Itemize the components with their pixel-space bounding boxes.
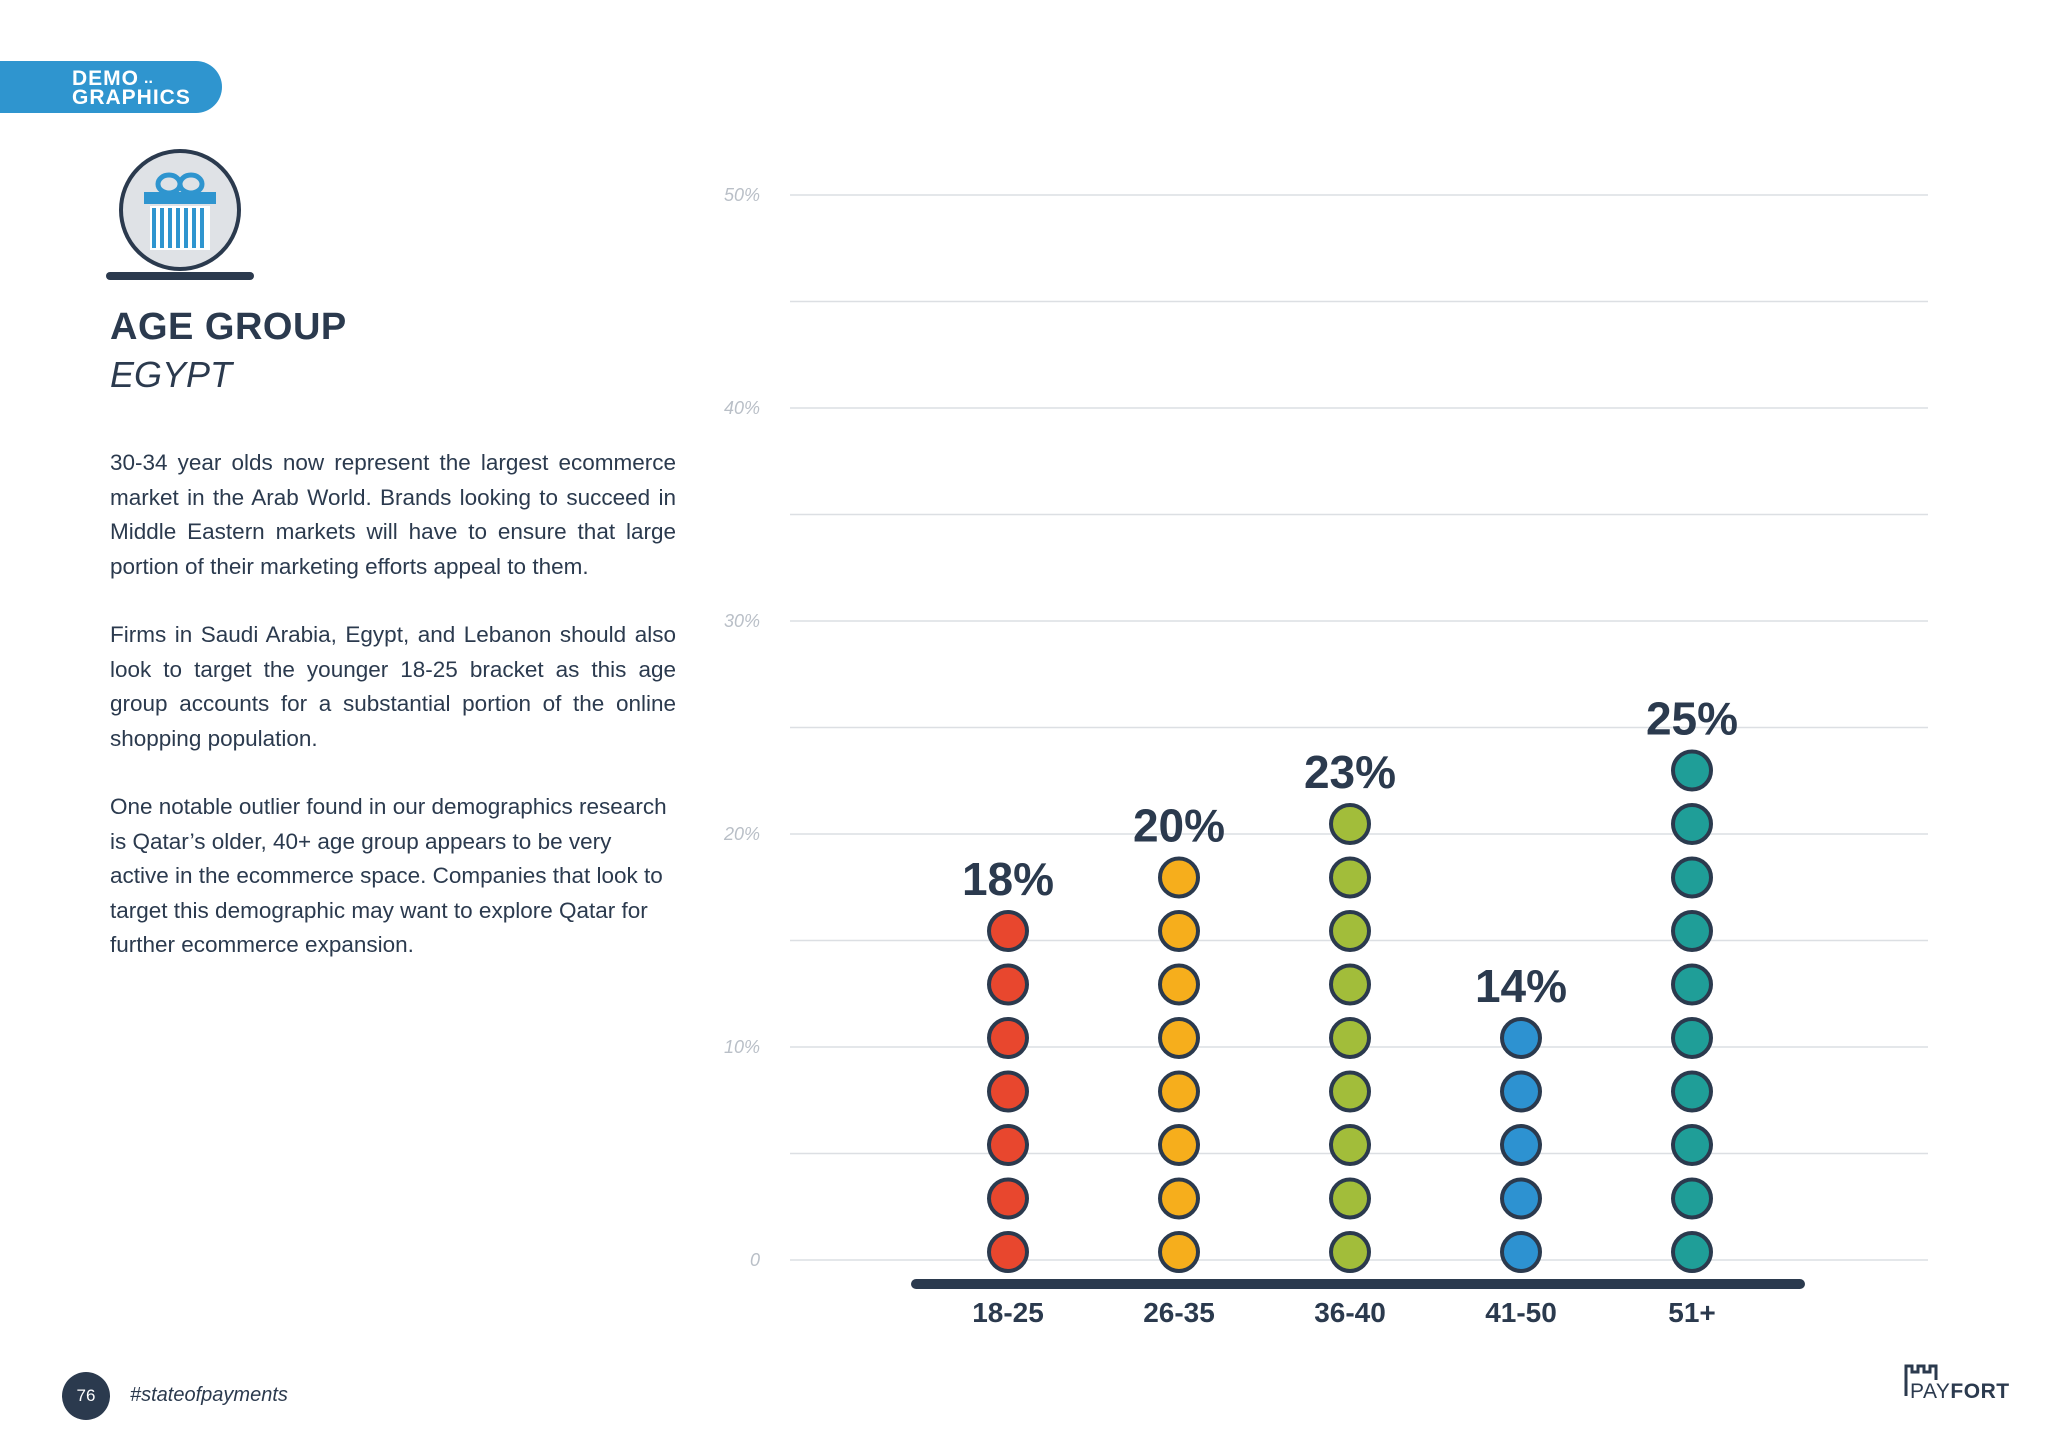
bar-dot: [987, 1070, 1029, 1113]
section-tab: DEMO GRAPHICS ..: [0, 61, 222, 113]
bar-dot: [1671, 963, 1713, 1006]
bar-dot: [1158, 1177, 1200, 1220]
bar-dot: [1671, 1231, 1713, 1273]
page-subtitle: EGYPT: [110, 354, 233, 395]
y-tick-label: 10%: [724, 1037, 760, 1057]
section-tab-line1: DEMO: [72, 67, 139, 90]
logo-text-light: PAY: [1910, 1380, 1951, 1403]
bar-dot: [1671, 1070, 1713, 1113]
x-tick-label: 51+: [1668, 1297, 1716, 1328]
bar-dot: [987, 1124, 1029, 1166]
data-label: 25%: [1646, 693, 1738, 745]
bar-dot: [1158, 963, 1200, 1006]
bar-dot: [1671, 856, 1713, 899]
bar-dot: [987, 1231, 1029, 1273]
bar-dot: [1329, 1124, 1371, 1166]
x-tick-label: 41-50: [1485, 1297, 1557, 1328]
bar-dot: [1329, 963, 1371, 1006]
data-label: 18%: [962, 853, 1054, 905]
x-tick-label: 26-35: [1143, 1297, 1215, 1328]
payfort-logo: PAYFORT: [1898, 1360, 2018, 1412]
y-tick-label: 50%: [724, 185, 760, 205]
bar-dot: [1500, 1177, 1542, 1220]
data-label: 20%: [1133, 800, 1225, 852]
bar-dot: [1671, 1177, 1713, 1220]
age-group-chart: 0 10% 20% 30% 40% 50% 18% 18-25 20% 26-35 23% 36-40…: [723, 185, 1928, 1328]
bar-dot: [1158, 1231, 1200, 1273]
gift-icon: [118, 148, 242, 272]
y-tick-label: 30%: [724, 611, 760, 631]
bar-dot: [1671, 1017, 1713, 1059]
bar-dot: [1329, 910, 1371, 952]
logo-text: PAYFORT: [1910, 1380, 2010, 1404]
bar-dot: [1158, 1017, 1200, 1059]
bar-dot: [1671, 749, 1713, 792]
bar-dot: [1500, 1017, 1542, 1059]
bar-dot: [1329, 856, 1371, 899]
page-number: 76: [62, 1372, 110, 1420]
bar-dot: [1500, 1070, 1542, 1113]
bar-dot: [987, 910, 1029, 952]
section-tab-line2: GRAPHICS: [72, 86, 191, 109]
icon-underline: [106, 272, 254, 280]
bar-dot: [1329, 1231, 1371, 1273]
bar-dot: [1500, 1124, 1542, 1166]
data-label: 14%: [1475, 960, 1567, 1012]
page-title: AGE GROUP: [110, 306, 347, 348]
bar-dot: [987, 963, 1029, 1006]
bar-dot: [1671, 910, 1713, 952]
y-tick-label: 0: [750, 1250, 760, 1270]
bar-dot: [1158, 1070, 1200, 1113]
bar-dot: [1329, 1070, 1371, 1113]
castle-icon: [1904, 1364, 1938, 1396]
y-tick-label: 40%: [724, 398, 760, 418]
paragraph-3: One notable outlier found in our demogra…: [110, 794, 667, 957]
bar-dot: [1671, 803, 1713, 845]
hashtag: #stateofpayments: [130, 1384, 288, 1406]
bar-dot: [1158, 856, 1200, 899]
bar-dot: [1158, 910, 1200, 952]
bar-dot: [1671, 1124, 1713, 1166]
bar-dot: [987, 1017, 1029, 1059]
x-tick-label: 36-40: [1314, 1297, 1386, 1328]
paragraph-2: Firms in Saudi Arabia, Egypt, and Lebano…: [110, 622, 676, 751]
logo-text-bold: FORT: [1950, 1380, 2010, 1403]
bar-dot: [1329, 1177, 1371, 1220]
bar-dot: [1329, 1017, 1371, 1059]
y-tick-label: 20%: [723, 824, 760, 844]
bar-dot: [1500, 1231, 1542, 1273]
section-tab-label: DEMO GRAPHICS: [72, 67, 191, 109]
paragraph-1: 30-34 year olds now represent the larges…: [110, 450, 676, 579]
bar-dot: [1158, 1124, 1200, 1166]
section-tab-dots: ..: [144, 70, 153, 87]
data-label: 23%: [1304, 746, 1396, 798]
x-tick-label: 18-25: [972, 1297, 1044, 1328]
bar-dot: [987, 1177, 1029, 1220]
bar-dot: [1329, 803, 1371, 845]
